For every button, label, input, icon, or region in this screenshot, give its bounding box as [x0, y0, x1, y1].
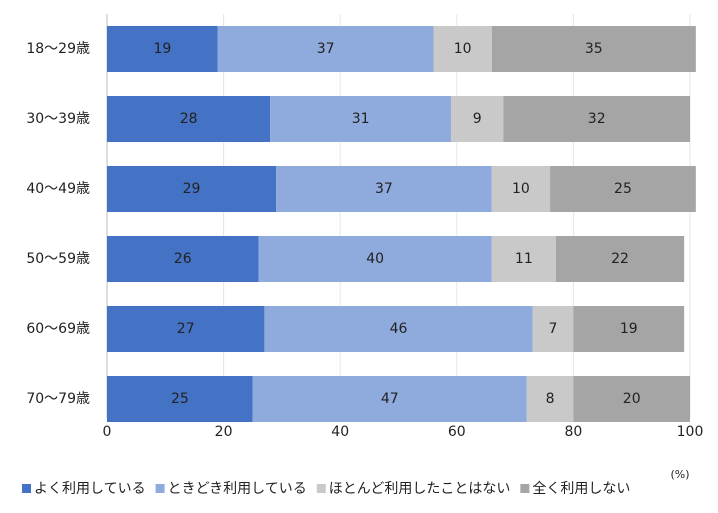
data-label: 28	[180, 111, 198, 127]
legend-label: よく利用している	[34, 481, 146, 497]
x-tick-label: 0	[103, 424, 112, 440]
bar-segment	[503, 96, 690, 142]
bar-segment	[573, 306, 685, 352]
bar-segment	[450, 96, 504, 142]
bar-segment	[555, 236, 685, 282]
x-tick-label: 80	[564, 424, 582, 440]
x-tick-label: 100	[677, 424, 704, 440]
data-label: 11	[515, 251, 533, 267]
data-label: 31	[352, 111, 370, 127]
bar-segment	[258, 236, 492, 282]
bar-segment	[107, 376, 253, 422]
y-tick-label: 60～69歳	[26, 321, 90, 337]
data-label: 8	[546, 391, 555, 407]
bar-segment	[264, 306, 533, 352]
data-label: 35	[585, 41, 603, 57]
legend-swatch	[155, 484, 165, 493]
y-tick-label: 50～59歳	[26, 251, 90, 267]
legend-label: ときどき利用している	[168, 481, 307, 497]
data-label: 20	[623, 391, 641, 407]
x-tick-label: 40	[331, 424, 349, 440]
legend-swatch	[22, 484, 31, 493]
bar-segment	[276, 166, 492, 212]
bar-segment	[526, 376, 574, 422]
bar-segment	[491, 26, 696, 72]
legend-swatch	[520, 484, 530, 493]
bar-segment	[107, 166, 277, 212]
data-label: 47	[381, 391, 399, 407]
data-label: 10	[454, 41, 472, 57]
y-tick-label: 40～49歳	[26, 181, 90, 197]
data-label: 26	[174, 251, 192, 267]
y-tick-label: 18～29歳	[26, 41, 90, 57]
data-label: 29	[183, 181, 201, 197]
bar-segment	[491, 166, 551, 212]
bar-segment	[107, 26, 218, 72]
bar-segment	[573, 376, 690, 422]
data-label: 40	[366, 251, 384, 267]
data-label: 25	[171, 391, 189, 407]
bar-segment	[107, 96, 271, 142]
bar-segment	[217, 26, 434, 72]
y-tick-label: 70～79歳	[26, 391, 90, 407]
data-label: 46	[390, 321, 408, 337]
legend-swatch	[316, 484, 326, 493]
x-tick-label: 20	[215, 424, 233, 440]
data-label: 37	[317, 41, 335, 57]
data-label: 25	[614, 181, 632, 197]
bar-segment	[107, 306, 265, 352]
bar-segment	[270, 96, 451, 142]
bar-segment	[532, 306, 574, 352]
data-label: 19	[620, 321, 638, 337]
data-label: 22	[611, 251, 629, 267]
data-label: 37	[375, 181, 393, 197]
bar-segment	[433, 26, 492, 72]
bar-segment	[107, 236, 259, 282]
legend-label: ほとんど利用したことはない	[329, 481, 511, 497]
data-label: 32	[588, 111, 606, 127]
x-tick-label: 60	[448, 424, 466, 440]
data-label: 10	[512, 181, 530, 197]
data-label: 19	[153, 41, 171, 57]
x-axis-unit: (%)	[670, 468, 689, 481]
y-tick-label: 30～39歳	[26, 111, 90, 127]
bar-segment	[550, 166, 696, 212]
data-label: 7	[549, 321, 558, 337]
bar-segment	[252, 376, 527, 422]
data-label: 27	[177, 321, 195, 337]
bar-segment	[491, 236, 556, 282]
data-label: 9	[473, 111, 482, 127]
legend-label: 全く利用しない	[532, 480, 630, 497]
